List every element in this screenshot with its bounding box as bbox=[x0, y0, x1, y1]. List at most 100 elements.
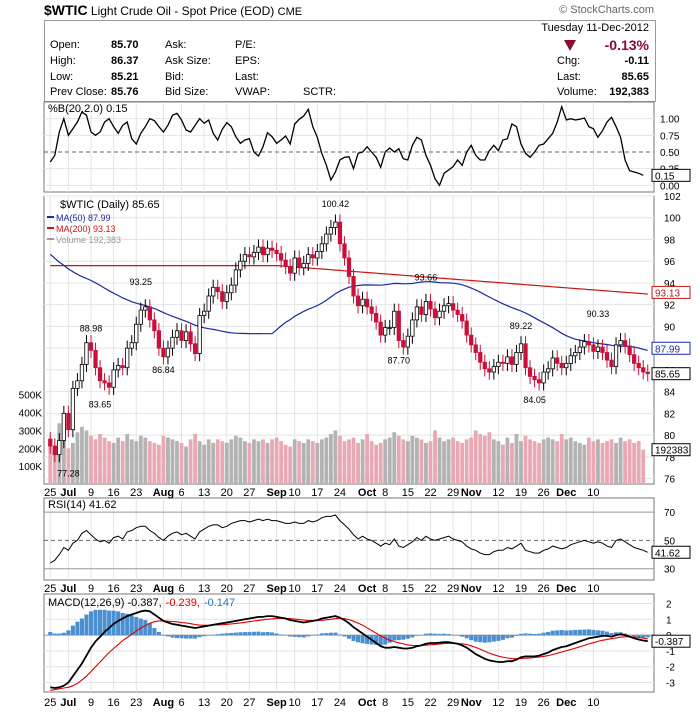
candle-body bbox=[437, 310, 442, 319]
volume-tick: 200K bbox=[19, 444, 43, 455]
macd-histogram-bar bbox=[514, 635, 519, 636]
candle-body bbox=[423, 301, 429, 315]
candle-body bbox=[346, 257, 352, 277]
candle-body bbox=[48, 439, 53, 447]
volume-bar bbox=[179, 442, 184, 484]
macd-histogram-bar bbox=[423, 633, 428, 636]
candle-body bbox=[600, 346, 605, 353]
x-tick-label: Dec bbox=[556, 583, 576, 595]
instrument-name: Light Crude Oil - Spot Price (EOD) bbox=[90, 4, 275, 18]
last-value: 85.65 bbox=[621, 71, 649, 83]
volume-bar bbox=[220, 441, 225, 484]
macd-histogram-bar bbox=[292, 635, 297, 637]
candle-body bbox=[532, 376, 537, 381]
exchange: CME bbox=[277, 6, 303, 18]
price-annotation: 83.65 bbox=[89, 399, 112, 409]
price-annotation: 93.66 bbox=[415, 273, 438, 283]
macd-histogram-bar bbox=[491, 635, 496, 642]
candle-body bbox=[310, 254, 315, 259]
rsi-last: 41.62 bbox=[655, 548, 680, 559]
volume-bar bbox=[238, 437, 243, 484]
macd-histogram-bar bbox=[641, 635, 646, 638]
volume-bar bbox=[387, 437, 392, 484]
macd-histogram-bar bbox=[337, 634, 342, 636]
symbol: $WTIC bbox=[44, 2, 88, 18]
volume-bar bbox=[401, 439, 406, 484]
volume-bar bbox=[528, 439, 532, 484]
brand-watermark: © StockCharts.com bbox=[559, 4, 654, 16]
macd-title-part: -0.239, bbox=[166, 597, 200, 609]
volume-bar bbox=[609, 439, 614, 484]
rsi-line bbox=[50, 514, 648, 564]
volume-bar bbox=[270, 439, 274, 484]
macd-last: -0.387 bbox=[655, 637, 684, 648]
ma200-tag-box bbox=[651, 285, 691, 299]
candle-body bbox=[364, 298, 370, 308]
macd-histogram-bar bbox=[559, 630, 564, 636]
volume-bar bbox=[134, 441, 139, 484]
volume-tag-box bbox=[651, 443, 691, 457]
macd-histogram-bar bbox=[505, 635, 510, 639]
macd-histogram-bar bbox=[324, 633, 329, 636]
candle-body bbox=[523, 343, 528, 369]
macd-histogram-bar bbox=[396, 635, 401, 640]
macd-histogram-bar bbox=[152, 627, 157, 636]
x-tick-label: 10 bbox=[587, 583, 599, 595]
x-tick-label: Nov bbox=[461, 697, 483, 709]
x-tick-label: 22 bbox=[424, 697, 436, 709]
macd-histogram-bar bbox=[333, 632, 338, 636]
x-tick-label: 23 bbox=[130, 697, 142, 709]
macd-histogram-bar bbox=[220, 633, 225, 636]
volume-bar bbox=[184, 446, 188, 484]
candle-body bbox=[315, 251, 320, 259]
volume-bar bbox=[523, 435, 528, 484]
x-tick-label: 27 bbox=[243, 583, 255, 595]
volume-bar bbox=[541, 439, 546, 484]
macd-histogram-bar bbox=[93, 609, 98, 636]
candle-body bbox=[573, 352, 578, 357]
candle-body bbox=[604, 352, 610, 361]
candle-body bbox=[500, 361, 506, 364]
macd-histogram-bar bbox=[351, 635, 356, 642]
volume-bar bbox=[618, 437, 623, 484]
macd-histogram-bar bbox=[469, 635, 474, 641]
macd-histogram-bar bbox=[550, 630, 555, 636]
prev-close-value: 85.76 bbox=[111, 86, 139, 98]
x-tick-label: 29 bbox=[447, 583, 459, 595]
volume-bar bbox=[202, 444, 207, 484]
volume-bar bbox=[197, 441, 202, 484]
candle-body bbox=[206, 295, 211, 312]
x-tick-label: 24 bbox=[334, 583, 346, 595]
x-tick-label: 16 bbox=[108, 487, 120, 499]
volume-bar bbox=[265, 442, 270, 484]
macd-histogram-bar bbox=[61, 632, 66, 636]
candle-body bbox=[527, 367, 533, 377]
volume-bar bbox=[410, 435, 415, 484]
volume-bar bbox=[111, 442, 116, 484]
x-tick-label: 8 bbox=[382, 487, 388, 499]
price-annotation: 86.84 bbox=[152, 365, 175, 375]
candle-body bbox=[405, 335, 410, 348]
x-tick-label: 10 bbox=[289, 487, 301, 499]
candle-body bbox=[278, 253, 284, 261]
macd-histogram-bar bbox=[161, 635, 166, 636]
macd-histogram-bar bbox=[405, 635, 410, 639]
macd-histogram-bar bbox=[188, 635, 193, 639]
volume-bar bbox=[500, 444, 505, 484]
volume-bar bbox=[369, 441, 374, 484]
macd-histogram-bar bbox=[315, 634, 320, 636]
volume-bar bbox=[252, 439, 256, 484]
x-tick-label: 13 bbox=[198, 583, 210, 595]
macd-histogram-bar bbox=[414, 635, 419, 636]
low-label: Low: bbox=[50, 71, 74, 83]
candle-body bbox=[152, 319, 157, 332]
candle-body bbox=[129, 342, 134, 349]
volume-bar bbox=[442, 441, 446, 484]
volume-bar bbox=[469, 437, 474, 484]
macd-histogram-bar bbox=[577, 629, 582, 636]
candle-body bbox=[156, 330, 162, 349]
candle-body bbox=[106, 382, 112, 388]
macd-histogram-bar bbox=[116, 611, 121, 636]
macd-histogram-bar bbox=[138, 618, 143, 636]
